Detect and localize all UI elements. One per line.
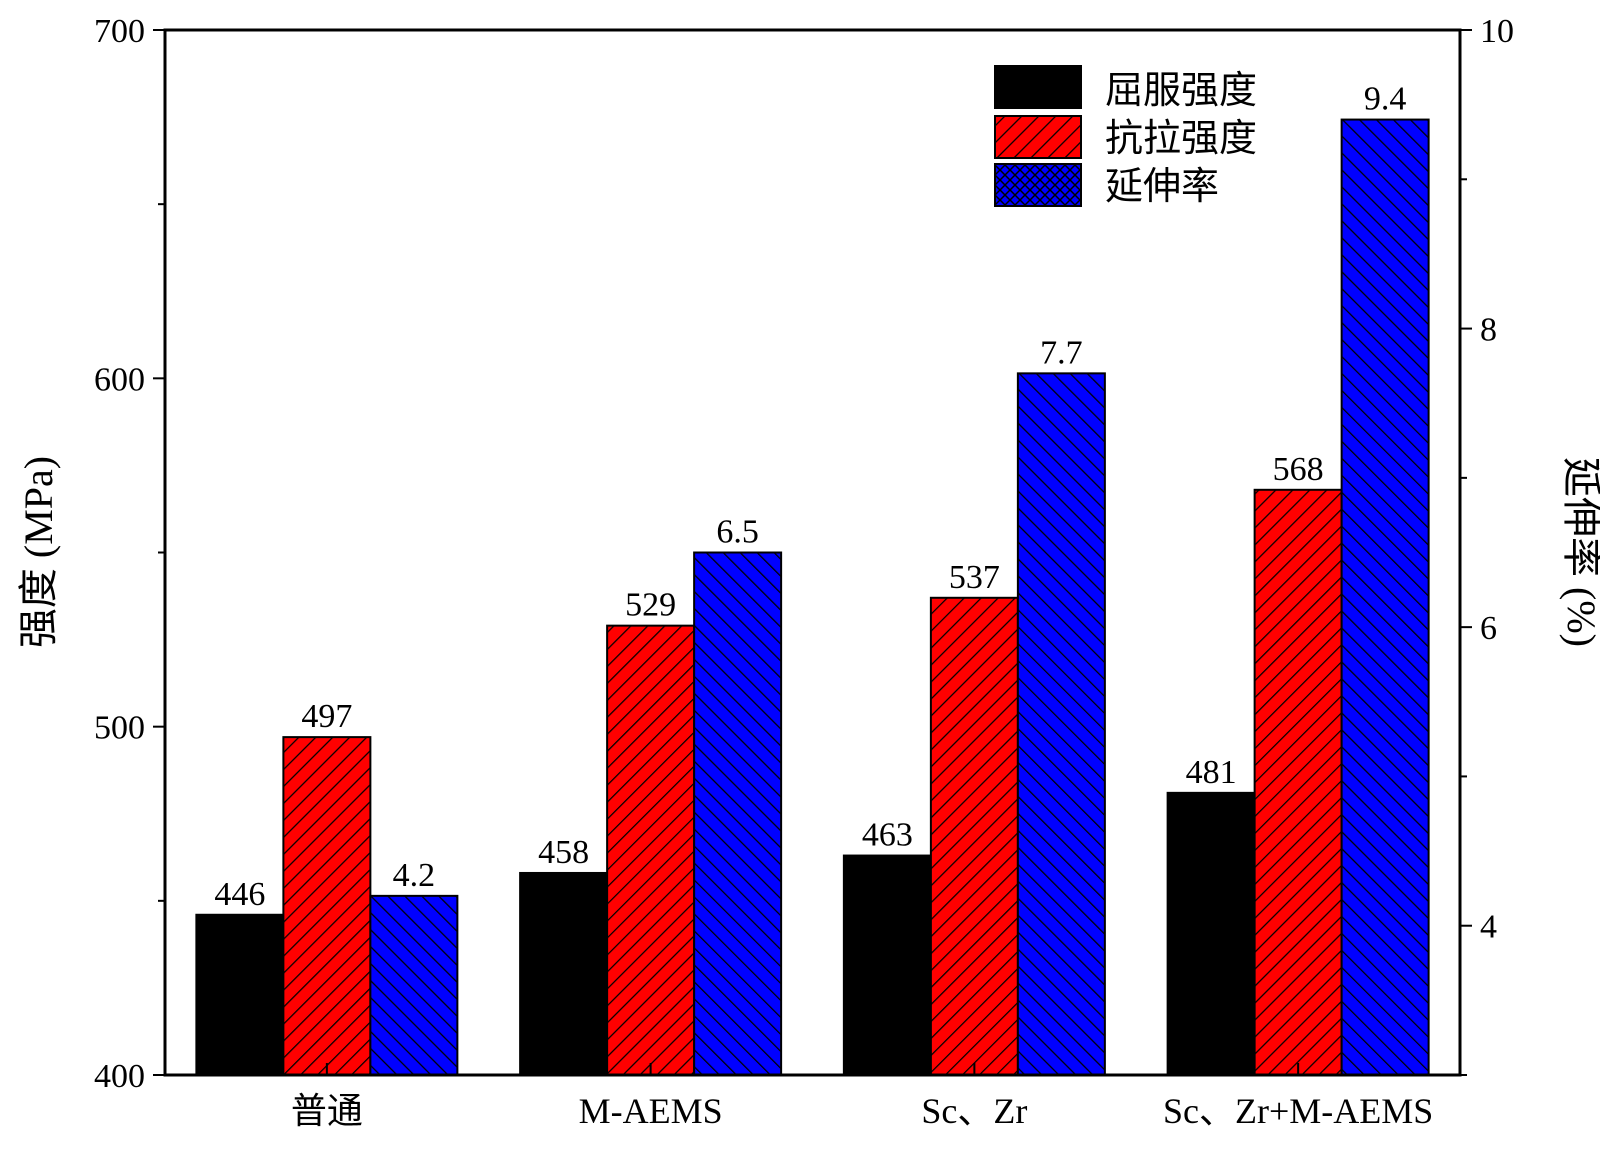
value-label-elongation-3: 9.4 xyxy=(1364,81,1407,118)
value-label-tensile-2: 537 xyxy=(949,559,1000,596)
category-label-1: M-AEMS xyxy=(579,1091,723,1131)
value-label-yield-1: 458 xyxy=(538,834,589,871)
legend-swatch-elongation xyxy=(994,163,1082,207)
y-axis-title: 强度 (MPa) xyxy=(16,456,61,648)
y2-axis-title: 延伸率 (%) xyxy=(1559,457,1600,647)
bar-yield-2 xyxy=(842,854,932,1076)
value-label-yield-3: 481 xyxy=(1186,754,1237,791)
bars-group xyxy=(195,118,1430,1077)
legend-swatch-yield xyxy=(994,65,1082,109)
bar-elongation-2 xyxy=(1016,372,1106,1077)
bar-elongation-3 xyxy=(1340,118,1430,1077)
value-label-yield-0: 446 xyxy=(214,876,265,913)
value-label-elongation-1: 6.5 xyxy=(716,514,759,551)
value-label-elongation-0: 4.2 xyxy=(393,857,436,894)
legend-label-yield: 屈服强度 xyxy=(1105,70,1257,112)
bar-tensile-0 xyxy=(282,736,372,1076)
bar-tensile-2 xyxy=(929,596,1019,1076)
left-tick-label-0: 400 xyxy=(94,1058,145,1095)
bar-yield-3 xyxy=(1166,791,1256,1076)
value-label-yield-2: 463 xyxy=(862,817,913,854)
x-axis: 普通 M-AEMS Sc、Zr Sc、Zr+M-AEMS xyxy=(291,1063,1433,1131)
right-tick-label-1: 6 xyxy=(1480,610,1497,647)
legend-label-tensile: 抗拉强度 xyxy=(1105,118,1257,160)
legend-label-elongation: 延伸率 xyxy=(1105,166,1219,208)
right-axis: 4 6 8 10 xyxy=(1460,13,1514,1076)
value-labels-group: 446 497 4.2 458 529 6.5 463 537 7.7 481 568 9.4 xyxy=(214,81,1406,913)
bar-elongation-0 xyxy=(369,894,459,1076)
left-tick-label-3: 700 xyxy=(94,13,145,50)
bar-tensile-3 xyxy=(1253,488,1343,1076)
bar-tensile-1 xyxy=(606,624,696,1077)
left-axis: 400 500 600 700 xyxy=(94,13,165,1095)
legend: 屈服强度 抗拉强度 延伸率 xyxy=(994,65,1257,208)
left-tick-label-1: 500 xyxy=(94,710,145,747)
right-tick-label-3: 10 xyxy=(1480,13,1514,50)
left-tick-label-2: 600 xyxy=(94,361,145,398)
legend-swatch-tensile xyxy=(994,115,1082,159)
bar-elongation-1 xyxy=(693,551,783,1076)
value-label-tensile-0: 497 xyxy=(301,698,352,735)
bar-yield-1 xyxy=(519,871,609,1077)
category-label-0: 普通 xyxy=(291,1091,363,1131)
right-tick-label-2: 8 xyxy=(1480,312,1497,349)
value-label-elongation-2: 7.7 xyxy=(1040,334,1083,371)
category-label-3: Sc、Zr+M-AEMS xyxy=(1163,1091,1433,1131)
value-label-tensile-1: 529 xyxy=(625,587,676,624)
value-label-tensile-3: 568 xyxy=(1273,451,1324,488)
right-tick-label-0: 4 xyxy=(1480,909,1497,946)
category-label-2: Sc、Zr xyxy=(921,1091,1027,1131)
bar-yield-0 xyxy=(195,913,285,1076)
